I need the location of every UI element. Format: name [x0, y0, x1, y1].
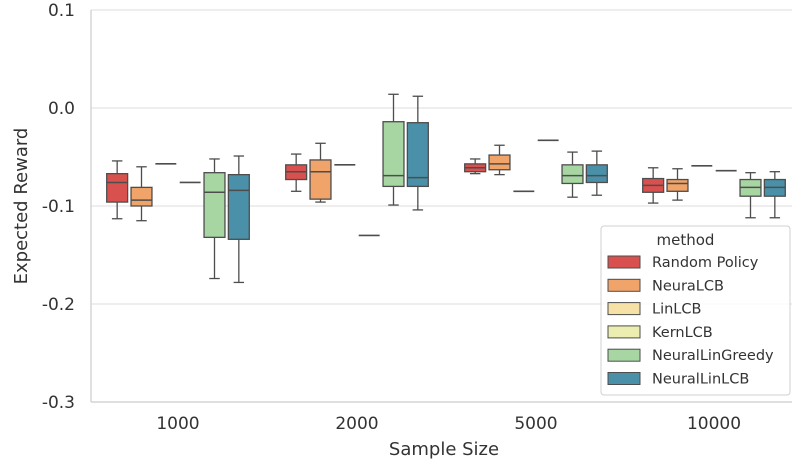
box-neuralcb-1000 — [130, 166, 153, 222]
box-neurallinlcb-5000 — [585, 150, 608, 196]
x-tick-label: 5000 — [514, 414, 557, 434]
legend-swatch — [607, 255, 641, 269]
legend-swatch — [607, 325, 641, 339]
legend-swatch — [607, 372, 641, 385]
box-random-policy-5000 — [464, 158, 487, 175]
axes: 0.1 0.0 -0.1 -0.2 -0.3 1000 2000 5000 10000 — [42, 1, 792, 434]
box-neurallingreedy-2000 — [382, 93, 405, 206]
box-neuralcb-10000 — [666, 168, 689, 201]
x-tick-label: 10000 — [687, 414, 741, 434]
legend-item-neurallinlcb: NeuralLinLCB — [607, 372, 749, 388]
legend-label: NeuralLinGreedy — [652, 348, 774, 364]
box-neurallingreedy-10000 — [739, 172, 762, 219]
box-random-policy-10000 — [642, 167, 665, 204]
x-tick-label: 2000 — [335, 414, 378, 434]
iqr-box — [227, 173, 250, 240]
legend-swatch — [607, 278, 641, 292]
box-neuralcb-5000 — [488, 144, 511, 176]
iqr-box — [666, 178, 689, 192]
y-tick-label: -0.1 — [42, 197, 75, 217]
iqr-box — [585, 164, 608, 184]
legend-title: method — [657, 231, 715, 249]
x-axis-label: Sample Size — [389, 439, 499, 460]
legend-item-linlcb: LinLCB — [607, 302, 701, 318]
y-axis-label: Expected Reward — [11, 128, 32, 285]
legend-swatch — [607, 348, 641, 362]
legend-item-neurallingreedy: NeuralLinGreedy — [607, 348, 774, 364]
iqr-box — [130, 186, 153, 207]
legend-item-kernlcb: KernLCB — [607, 325, 713, 341]
legend-label: KernLCB — [652, 325, 713, 341]
legend-label: Random Policy — [652, 255, 759, 271]
box-neuralcb-2000 — [309, 142, 332, 203]
iqr-box — [203, 172, 226, 239]
box-neurallinlcb-10000 — [763, 171, 786, 219]
y-tick-label: -0.2 — [42, 295, 75, 315]
legend-item-random-policy: Random Policy — [607, 255, 759, 271]
iqr-box — [488, 154, 511, 171]
legend-swatch — [607, 302, 641, 316]
iqr-box — [106, 173, 129, 203]
box-neurallinlcb-2000 — [406, 95, 429, 211]
box-plot-marks — [106, 93, 786, 284]
legend-item-neuralcb: NeuraLCB — [607, 278, 724, 294]
iqr-box — [309, 159, 332, 200]
iqr-box — [406, 122, 429, 188]
box-neurallinlcb-1000 — [227, 155, 250, 284]
box-neurallingreedy-1000 — [203, 158, 226, 280]
y-tick-label: -0.3 — [42, 393, 75, 413]
box-random-policy-1000 — [106, 160, 129, 220]
legend-label: NeuraLCB — [652, 278, 724, 294]
y-tick-label: 0.0 — [48, 99, 75, 119]
box-neurallingreedy-5000 — [561, 151, 584, 198]
iqr-box — [382, 121, 405, 188]
y-tick-label: 0.1 — [48, 1, 75, 21]
box-random-policy-2000 — [285, 153, 308, 192]
legend-frame — [600, 225, 791, 396]
legend: method Random Policy NeuraLCB LinLCB KernLC… — [600, 225, 791, 396]
iqr-box — [561, 164, 584, 185]
x-tick-label: 1000 — [156, 414, 199, 434]
legend-label: LinLCB — [652, 302, 701, 318]
legend-label: NeuralLinLCB — [652, 372, 749, 388]
